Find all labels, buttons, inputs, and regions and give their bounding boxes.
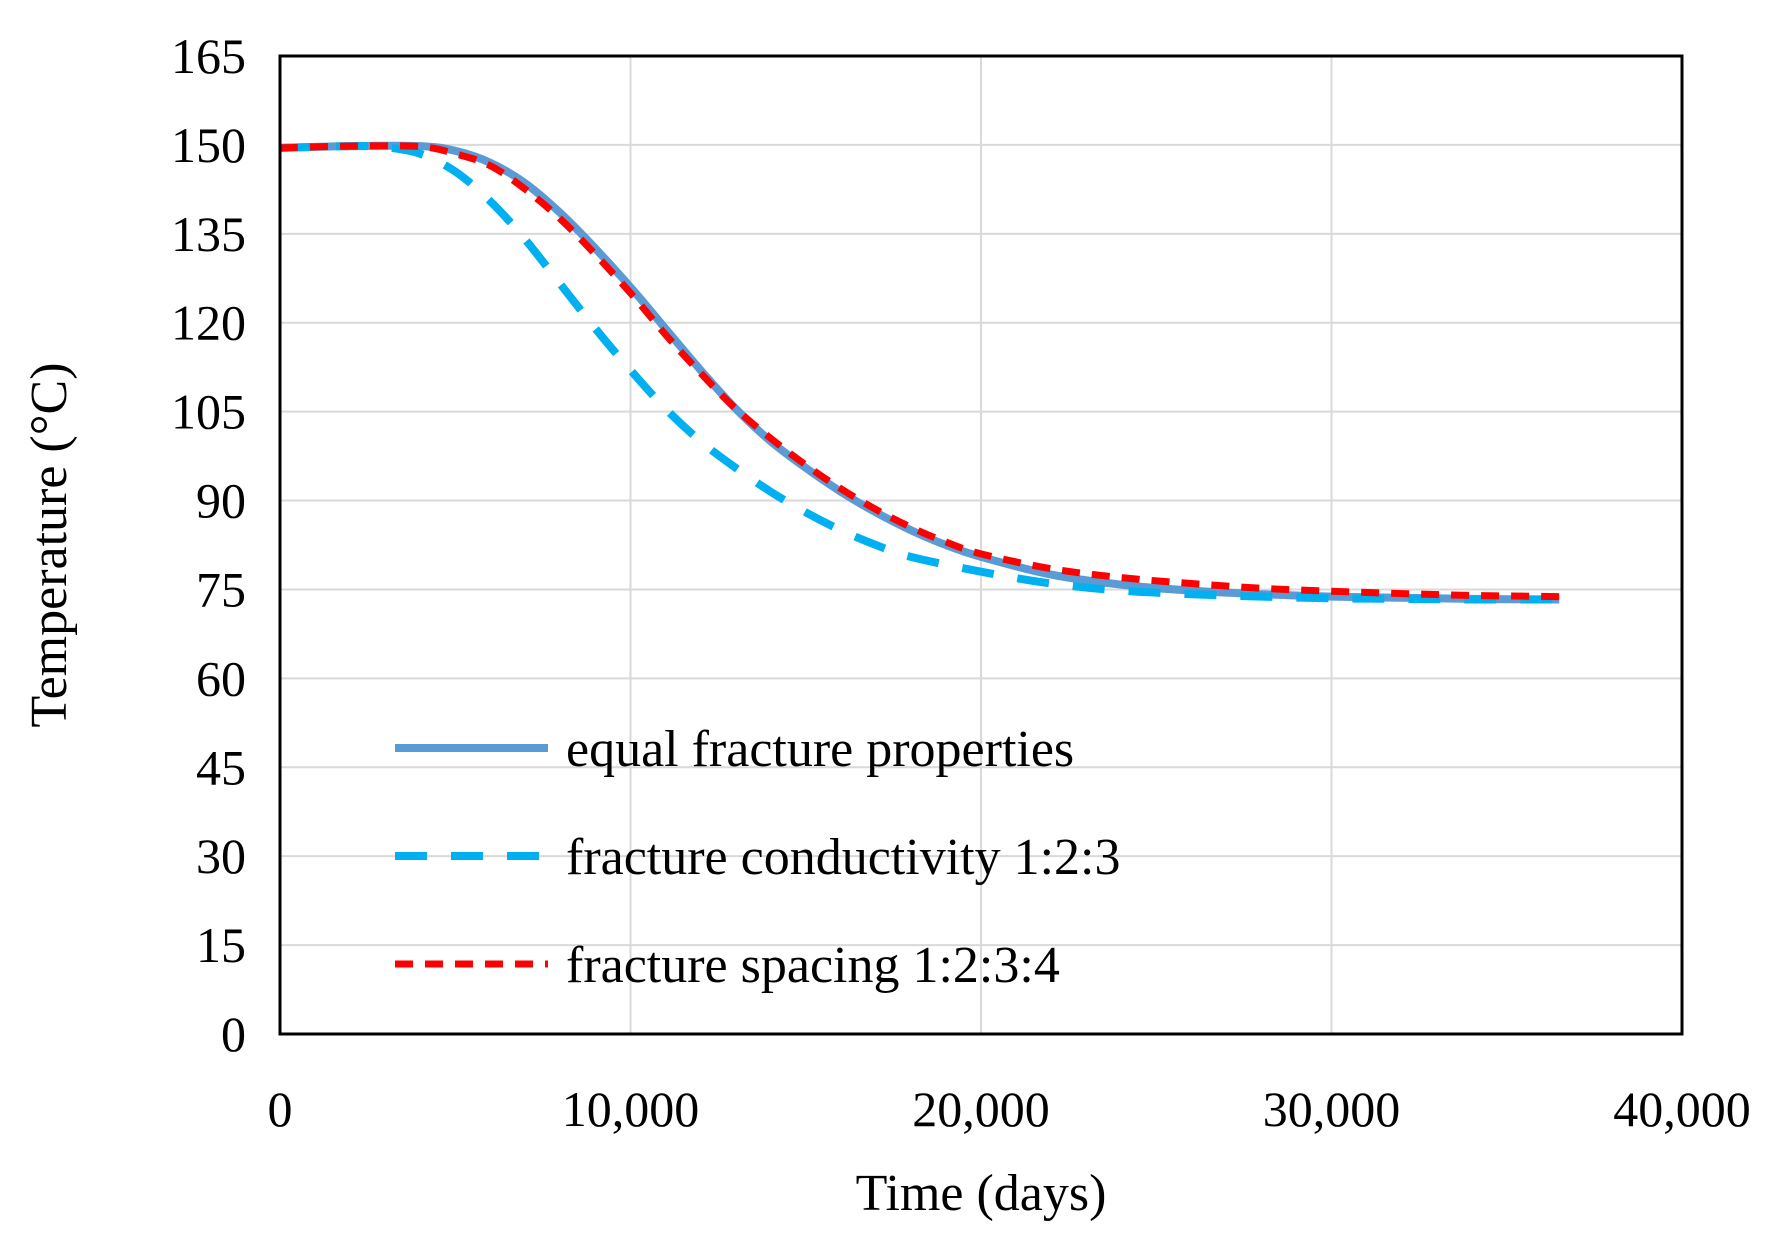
grid <box>280 56 1682 1034</box>
y-tick-label: 150 <box>171 117 246 173</box>
legend: equal fracture properties fracture conduc… <box>395 721 1120 994</box>
x-axis-ticks: 0 10,000 20,000 30,000 40,000 <box>268 1081 1751 1137</box>
y-tick-label: 0 <box>221 1006 246 1062</box>
x-tick-label: 0 <box>268 1081 293 1137</box>
legend-label-3: fracture spacing 1:2:3:4 <box>566 937 1060 994</box>
y-tick-label: 30 <box>196 828 246 884</box>
y-tick-label: 105 <box>171 384 246 440</box>
y-tick-label: 15 <box>196 917 246 973</box>
legend-label-2: fracture conductivity 1:2:3 <box>566 829 1120 886</box>
x-tick-label: 10,000 <box>562 1081 700 1137</box>
x-axis-title: Time (days) <box>856 1165 1107 1222</box>
y-tick-label: 120 <box>171 295 246 351</box>
plot-frame <box>278 54 1684 1036</box>
y-tick-label: 75 <box>196 561 246 617</box>
series-line-2 <box>279 142 1560 604</box>
y-tick-label: 60 <box>196 650 246 706</box>
y-axis-ticks: 0 15 30 45 60 75 90 105 120 135 150 165 <box>171 28 246 1062</box>
x-tick-label: 40,000 <box>1613 1081 1751 1137</box>
series-line-3 <box>279 142 1560 601</box>
y-tick-label: 165 <box>171 28 246 84</box>
series-layer <box>279 141 1560 604</box>
y-tick-label: 90 <box>196 473 246 529</box>
legend-label-1: equal fracture properties <box>566 721 1074 778</box>
y-axis-title: Temperature (°C) <box>21 362 78 727</box>
x-tick-label: 30,000 <box>1263 1081 1401 1137</box>
x-tick-label: 20,000 <box>912 1081 1050 1137</box>
y-tick-label: 45 <box>196 739 246 795</box>
y-tick-label: 135 <box>171 206 246 262</box>
